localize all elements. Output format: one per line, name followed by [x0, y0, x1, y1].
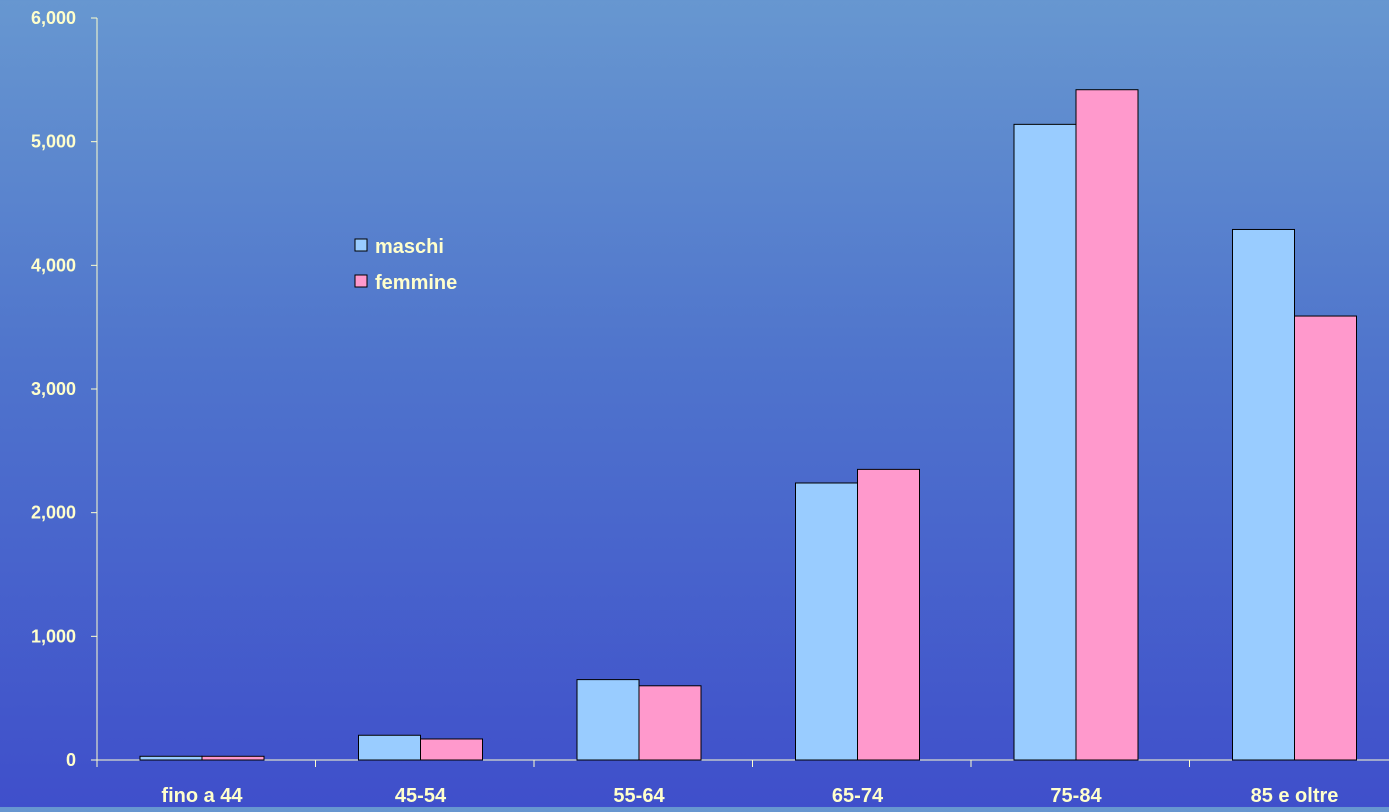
bar-maschi-1 [139, 755, 203, 761]
bars [139, 89, 1357, 761]
y-tick-label: 6,000 [31, 8, 76, 28]
bar-maschi-4 [795, 482, 858, 761]
x-tick-label: 55-64 [613, 785, 665, 807]
bar-femmine-4 [857, 468, 920, 761]
y-tick-label: 1,000 [31, 626, 76, 646]
x-tick-label: 45-54 [395, 785, 447, 807]
y-tick-label: 4,000 [31, 255, 76, 275]
bar-femmine-6 [1294, 315, 1357, 761]
bar-maschi-3 [576, 679, 640, 761]
y-tick-label: 3,000 [31, 379, 76, 399]
bar-femmine-2 [420, 738, 483, 761]
legend-swatch-maschi [354, 238, 368, 252]
y-tick-label: 2,000 [31, 503, 76, 523]
legend-swatch-femmine [354, 274, 368, 288]
x-tick-label: fino a 44 [161, 785, 243, 807]
bar-femmine-1 [201, 755, 265, 761]
bar-femmine-5 [1075, 89, 1139, 761]
y-tick-label: 5,000 [31, 132, 76, 152]
legend: maschi femmine [354, 236, 457, 294]
bar-maschi-6 [1232, 228, 1295, 761]
x-tick-label: 65-74 [832, 785, 884, 807]
bar-maschi-2 [358, 734, 421, 761]
bar-femmine-3 [638, 685, 702, 761]
legend-label-femmine: femmine [375, 272, 457, 294]
axis-ticks: 0 1,000 2,000 3,000 4,000 5,000 6,000 fino a 44… [31, 8, 1338, 807]
bar-maschi-5 [1013, 123, 1077, 761]
legend-label-maschi: maschi [375, 236, 444, 258]
axes [96, 18, 1389, 761]
y-tick-label: 0 [66, 750, 76, 770]
x-tick-label: 85 e oltre [1251, 785, 1339, 807]
x-tick-label: 75-84 [1050, 785, 1102, 807]
